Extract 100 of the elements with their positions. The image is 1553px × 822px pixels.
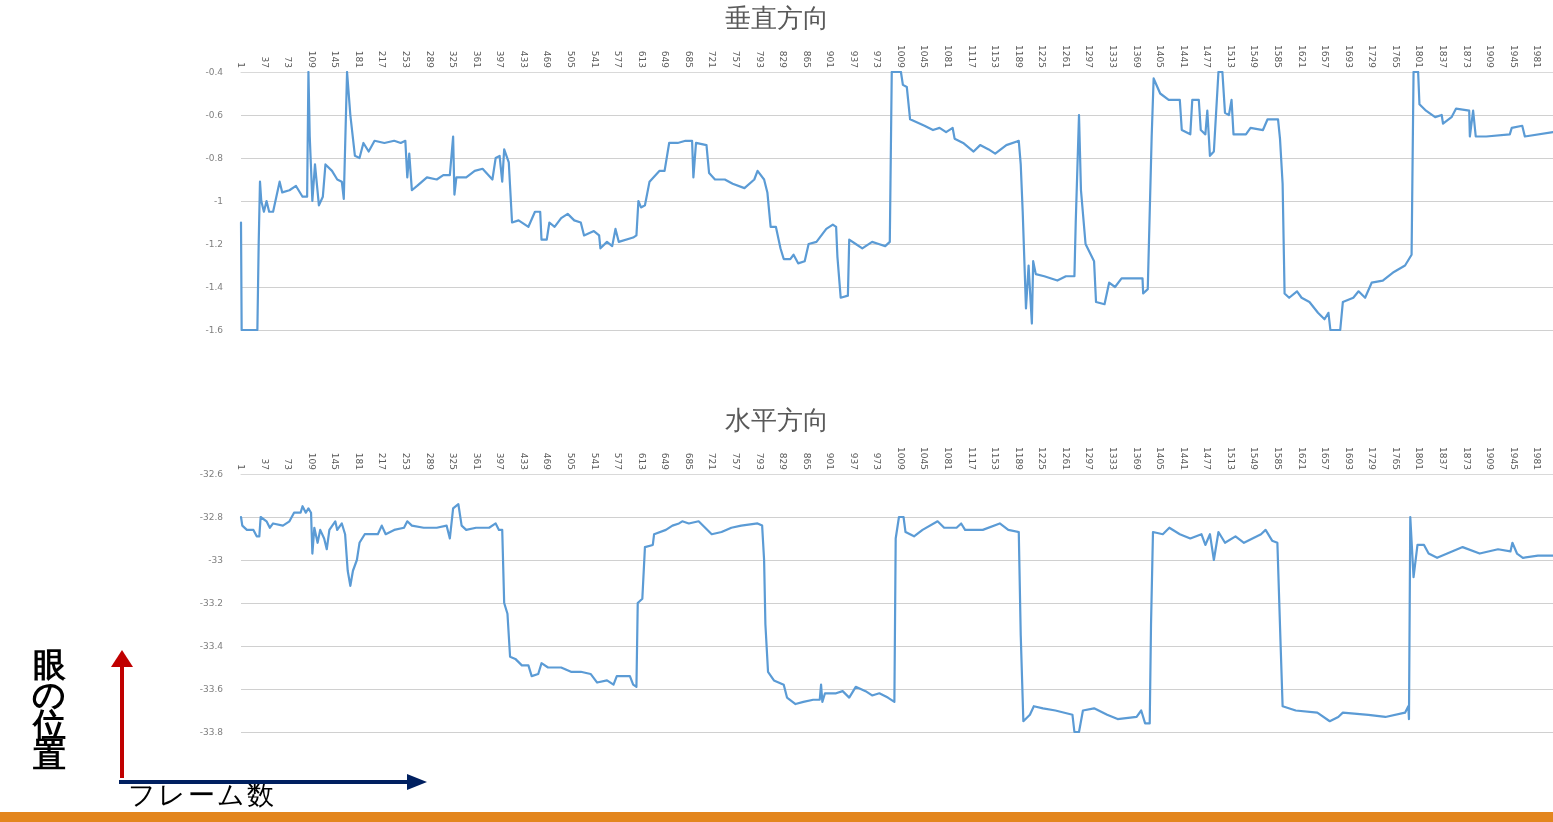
- x-tick-label: 1945: [1508, 45, 1519, 68]
- x-tick-label: 1333: [1108, 45, 1119, 68]
- x-tick-label: 1009: [895, 447, 906, 471]
- x-tick-label: 1657: [1320, 447, 1331, 470]
- x-tick-label: 577: [613, 50, 624, 68]
- x-tick-label: 361: [471, 50, 482, 68]
- x-tick-label: 325: [448, 50, 459, 68]
- y-tick-label: -32.8: [199, 512, 224, 522]
- x-tick-label: 1261: [1060, 45, 1071, 68]
- x-tick-label: 757: [730, 452, 741, 470]
- y-tick-label: -33: [208, 555, 223, 565]
- y-tick-label: -33.8: [199, 727, 224, 737]
- x-tick-label: 613: [636, 50, 647, 68]
- x-tick-label: 253: [400, 452, 411, 470]
- x-tick-label: 1225: [1037, 45, 1048, 68]
- x-tick-label: 1405: [1155, 447, 1166, 470]
- x-tick-label: 829: [778, 50, 789, 69]
- x-tick-label: 1837: [1438, 45, 1449, 68]
- x-tick-label: 1909: [1485, 45, 1496, 69]
- x-tick-label: 1297: [1084, 447, 1095, 470]
- x-tick-label: 1441: [1178, 45, 1189, 68]
- x-tick-label: 1153: [990, 45, 1001, 68]
- x-tick-label: 109: [306, 452, 317, 471]
- x-tick-label: 289: [424, 50, 435, 69]
- x-tick-label: 973: [872, 50, 883, 68]
- x-tick-label: 649: [660, 50, 671, 69]
- x-tick-label: 649: [660, 452, 671, 471]
- x-tick-label: 1657: [1320, 45, 1331, 68]
- x-tick-label: 1369: [1131, 447, 1142, 471]
- x-tick-label: 1513: [1225, 45, 1236, 68]
- x-tick-label: 1117: [966, 447, 977, 470]
- x-tick-label: 73: [283, 56, 294, 68]
- x-tick-label: 1981: [1532, 447, 1543, 470]
- x-tick-label: 1081: [943, 447, 954, 470]
- x-tick-label: 505: [565, 50, 576, 68]
- x-tick-label: 1405: [1155, 45, 1166, 68]
- x-tick-label: 217: [377, 452, 388, 470]
- x-tick-label: 1729: [1367, 45, 1378, 69]
- y-tick-label: -1.6: [205, 325, 224, 335]
- x-tick-label: 541: [589, 50, 600, 68]
- y-tick-label: -1: [214, 196, 223, 206]
- x-tick-label: 1477: [1202, 45, 1213, 68]
- x-tick-label: 433: [518, 50, 529, 68]
- x-tick-label: 1585: [1273, 45, 1284, 68]
- line-series: [239, 70, 1553, 332]
- x-tick-label: 1045: [919, 45, 930, 68]
- y-tick-label: -33.2: [199, 598, 223, 608]
- x-tick-label: 1225: [1037, 447, 1048, 470]
- x-tick-label: 721: [707, 50, 718, 68]
- x-tick-label: 1009: [895, 45, 906, 69]
- line-series: [239, 503, 1553, 734]
- chart-title: 垂直方向: [724, 3, 829, 33]
- x-tick-label: 1189: [1013, 45, 1024, 69]
- x-tick-label: 1729: [1367, 447, 1378, 471]
- x-tick-label: 1873: [1461, 45, 1472, 68]
- x-tick-label: 1513: [1225, 447, 1236, 470]
- x-tick-label: 865: [801, 452, 812, 470]
- chart-title: 水平方向: [724, 405, 829, 435]
- x-tick-label: 1: [236, 62, 246, 68]
- x-tick-label: 793: [754, 50, 765, 68]
- x-tick-label: 685: [683, 50, 694, 68]
- x-tick-label: 1765: [1390, 447, 1401, 470]
- x-tick-label: 1909: [1485, 447, 1496, 471]
- x-tick-label: 685: [683, 452, 694, 470]
- x-tick-label: 1: [236, 464, 246, 470]
- x-tick-label: 865: [801, 50, 812, 68]
- y-tick-label: -32.6: [199, 469, 224, 479]
- x-tick-label: 397: [495, 50, 506, 68]
- x-tick-label: 1945: [1508, 447, 1519, 470]
- x-tick-label: 937: [848, 50, 859, 68]
- x-tick-label: 1549: [1249, 45, 1260, 69]
- x-tick-label: 109: [306, 50, 317, 69]
- x-tick-label: 1837: [1438, 447, 1449, 470]
- x-tick-label: 1693: [1343, 45, 1354, 68]
- x-tick-label: 1765: [1390, 45, 1401, 68]
- x-tick-label: 1261: [1060, 447, 1071, 470]
- x-tick-label: 469: [542, 452, 553, 471]
- x-tick-label: 145: [330, 50, 341, 68]
- x-tick-label: 1585: [1273, 447, 1284, 470]
- x-axis-title: フレーム数: [128, 779, 276, 810]
- x-tick-label: 1549: [1249, 447, 1260, 471]
- x-tick-label: 1801: [1414, 447, 1425, 470]
- x-tick-label: 361: [471, 452, 482, 470]
- x-tick-label: 901: [825, 452, 836, 470]
- x-tick-label: 1477: [1202, 447, 1213, 470]
- x-tick-label: 1117: [966, 45, 977, 68]
- y-tick-label: -0.8: [205, 153, 224, 163]
- x-tick-label: 613: [636, 452, 647, 470]
- x-tick-label: 1621: [1296, 447, 1307, 470]
- x-tick-label: 1621: [1296, 45, 1307, 68]
- x-tick-label: 73: [283, 458, 294, 470]
- x-tick-label: 1873: [1461, 447, 1472, 470]
- x-tick-label: 1189: [1013, 447, 1024, 471]
- x-tick-label: 1981: [1532, 45, 1543, 68]
- x-tick-label: 505: [565, 452, 576, 470]
- x-tick-label: 289: [424, 452, 435, 471]
- x-tick-label: 1153: [990, 447, 1001, 470]
- x-tick-label: 1333: [1108, 447, 1119, 470]
- y-tick-label: -0.4: [205, 67, 224, 77]
- y-tick-label: -0.6: [205, 110, 224, 120]
